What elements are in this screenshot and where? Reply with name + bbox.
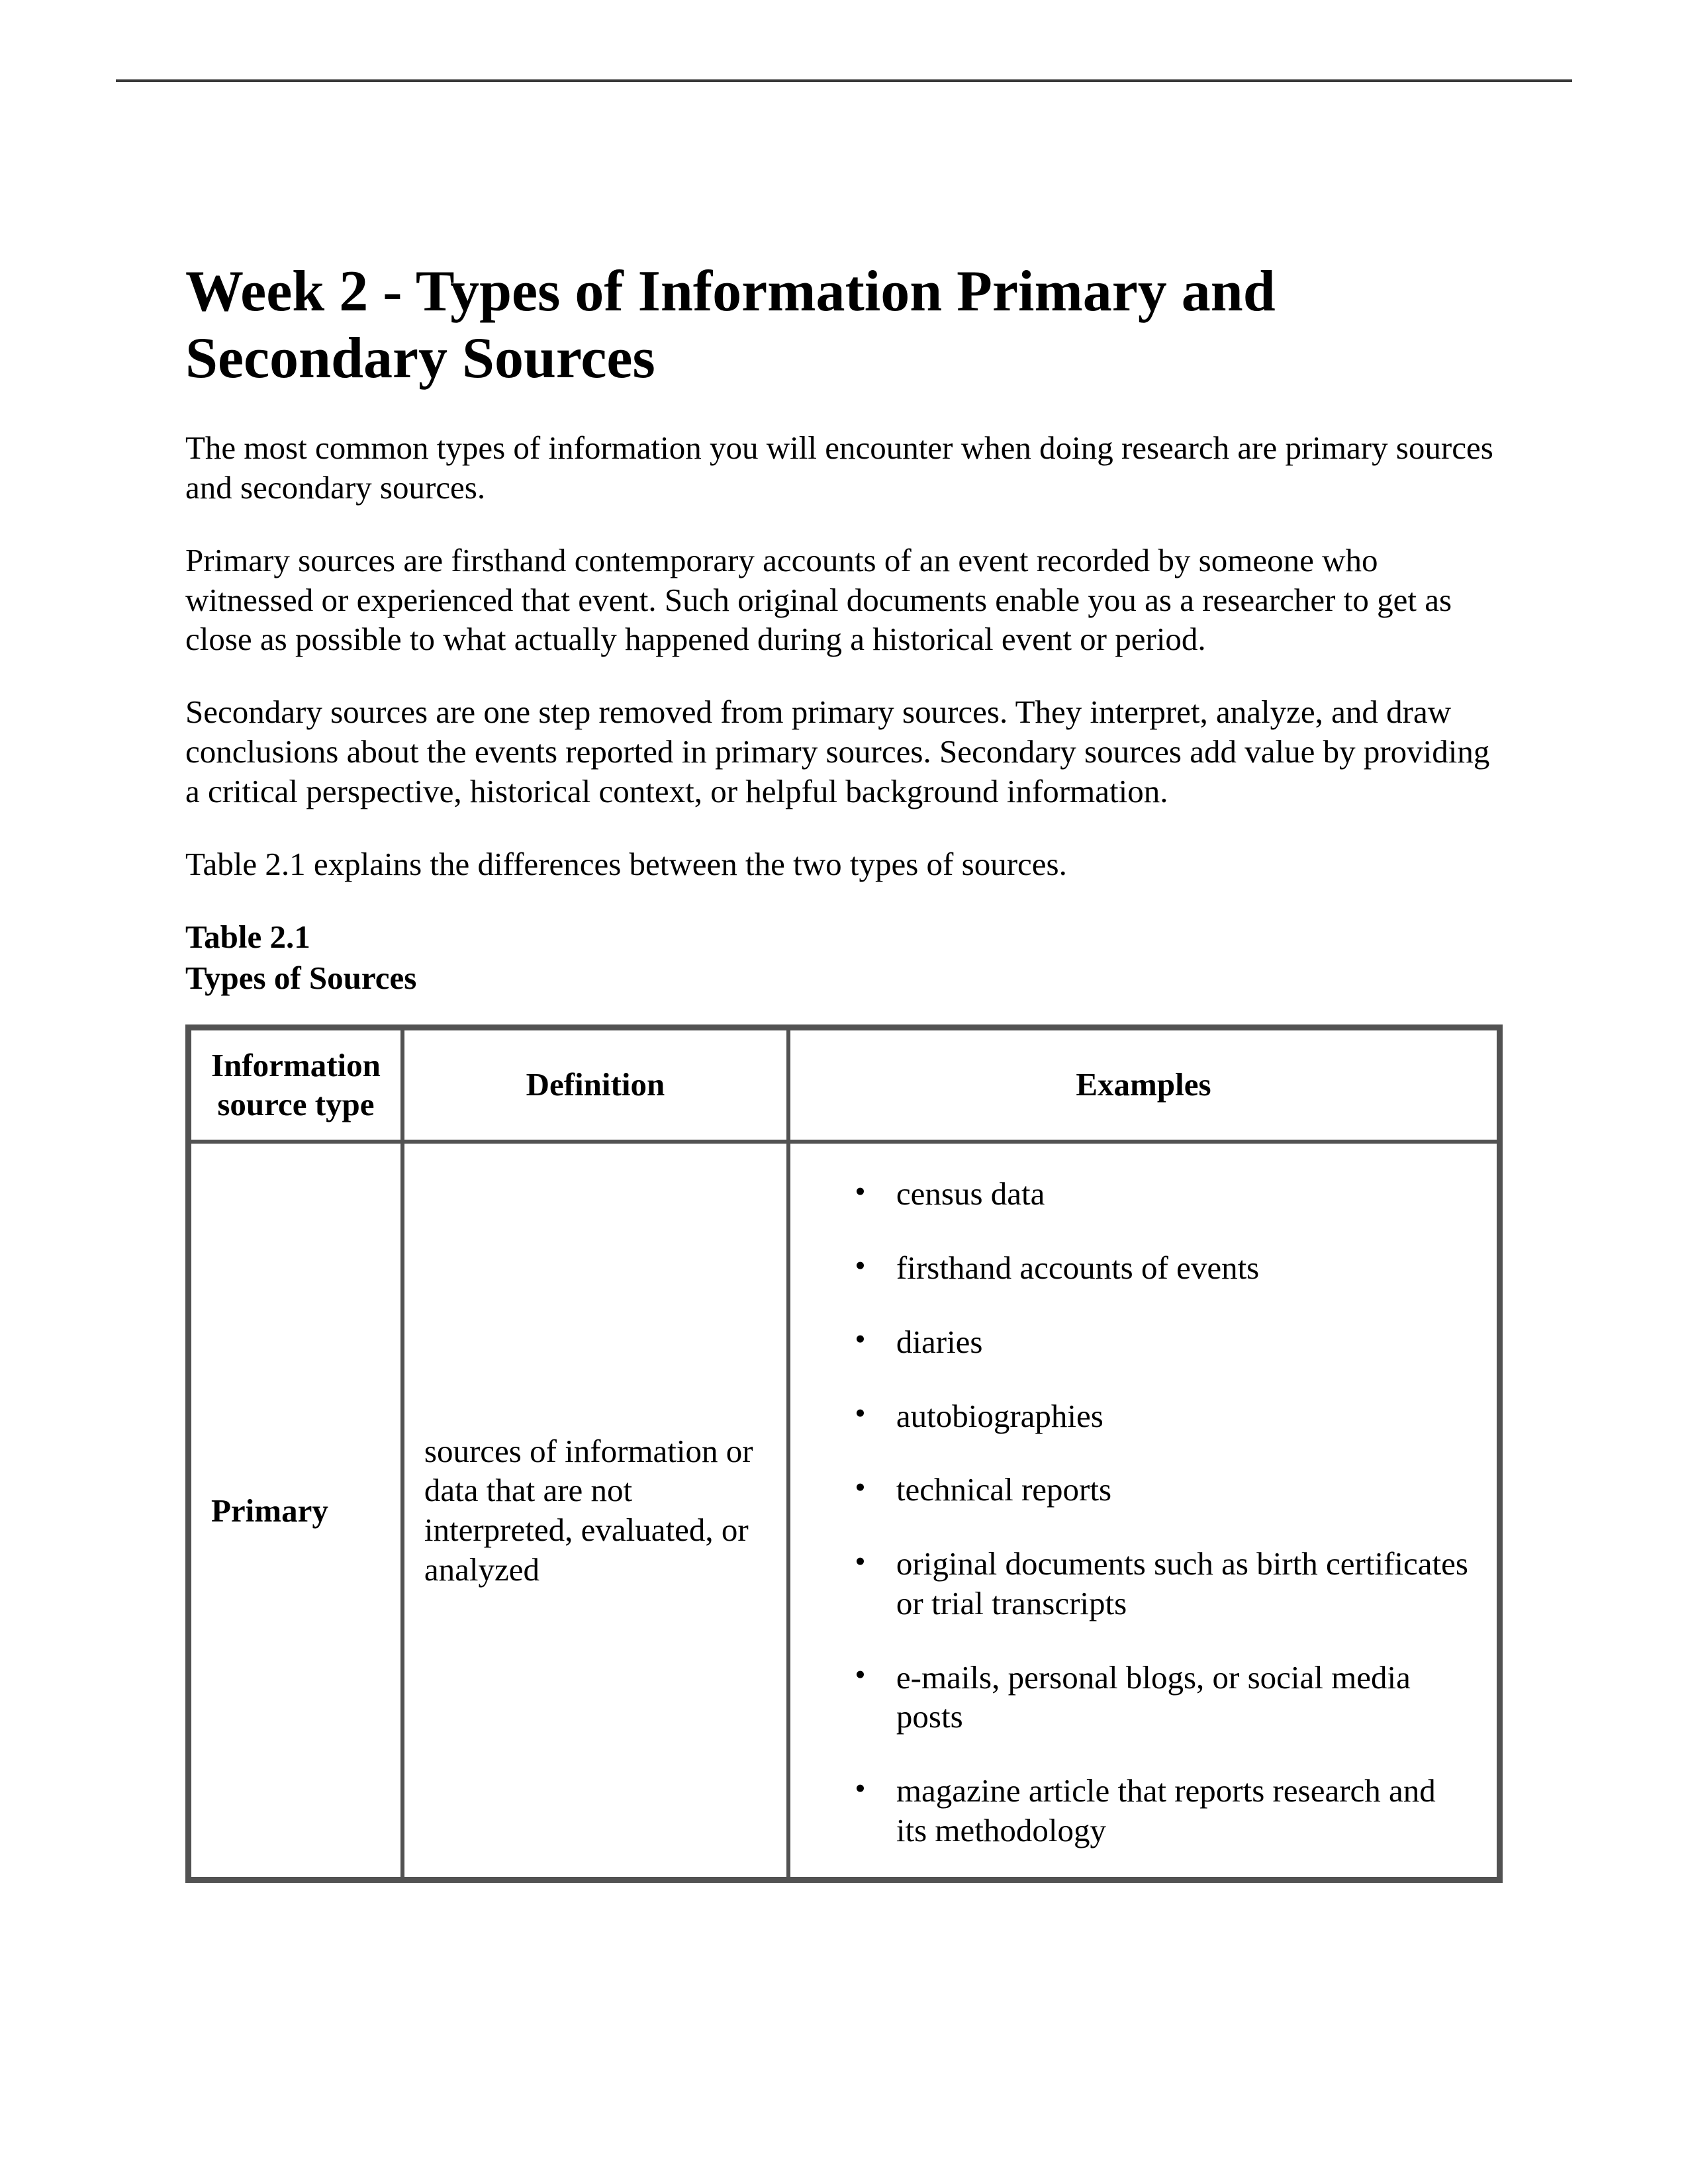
list-item: census data: [857, 1174, 1470, 1214]
list-item: technical reports: [857, 1470, 1470, 1510]
table-caption: Types of Sources: [185, 960, 416, 996]
examples-list: census data firsthand accounts of events…: [810, 1174, 1470, 1850]
list-item: diaries: [857, 1322, 1470, 1362]
table-number: Table 2.1: [185, 919, 310, 955]
header-rule: [116, 79, 1572, 82]
col-header-definition: Definition: [402, 1028, 788, 1142]
list-item: original documents such as birth certifi…: [857, 1544, 1470, 1623]
document-page: Week 2 - Types of Information Primary an…: [0, 0, 1688, 2184]
list-item: e-mails, personal blogs, or social media…: [857, 1658, 1470, 1737]
intro-paragraph-2: Primary sources are firsthand contempora…: [185, 541, 1503, 659]
list-item: firsthand accounts of events: [857, 1248, 1470, 1288]
table-row: Primary sources of information or data t…: [189, 1142, 1499, 1878]
table-label: Table 2.1 Types of Sources: [185, 917, 1503, 998]
list-item: magazine article that reports research a…: [857, 1771, 1470, 1850]
col-header-type: Information source type: [189, 1028, 402, 1142]
intro-paragraph-3: Secondary sources are one step removed f…: [185, 692, 1503, 811]
row-definition-cell: sources of information or data that are …: [402, 1142, 788, 1878]
intro-paragraph-4: Table 2.1 explains the differences betwe…: [185, 844, 1503, 884]
col-header-examples: Examples: [788, 1028, 1499, 1142]
content-area: Week 2 - Types of Information Primary an…: [185, 258, 1503, 1883]
row-examples-cell: census data firsthand accounts of events…: [788, 1142, 1499, 1878]
sources-table: Information source type Definition Examp…: [185, 1024, 1503, 1883]
intro-paragraph-1: The most common types of information you…: [185, 428, 1503, 508]
list-item: autobiographies: [857, 1396, 1470, 1436]
table-header-row: Information source type Definition Examp…: [189, 1028, 1499, 1142]
page-title: Week 2 - Types of Information Primary an…: [185, 258, 1503, 392]
row-type-cell: Primary: [189, 1142, 402, 1878]
